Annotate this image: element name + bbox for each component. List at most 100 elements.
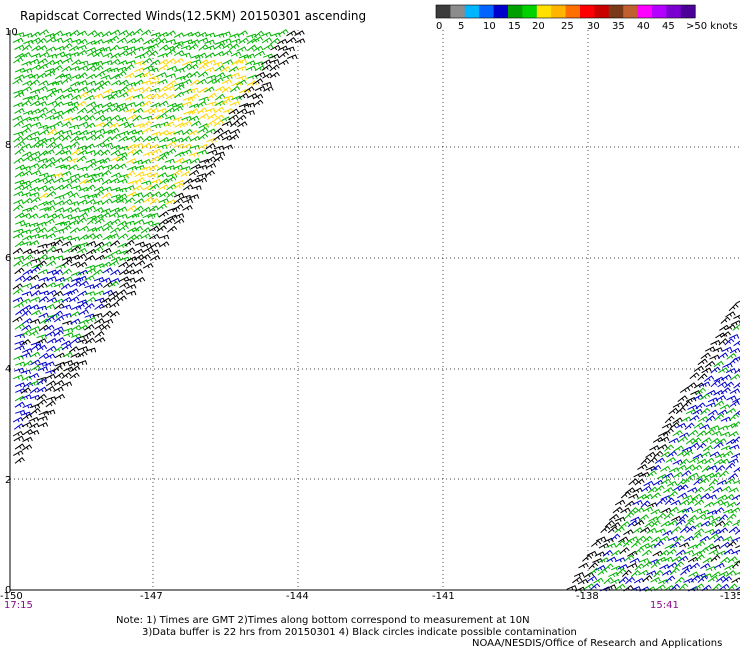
wind-barb xyxy=(45,36,57,44)
y-tick-label: 6 xyxy=(5,253,12,264)
wind-barb xyxy=(13,374,24,380)
wind-barb xyxy=(677,450,688,457)
wind-barb xyxy=(725,324,736,331)
wind-barb xyxy=(29,79,40,87)
wind-barb xyxy=(116,163,127,170)
wind-barb xyxy=(29,163,40,169)
wind-barb xyxy=(37,269,49,275)
wind-barb xyxy=(94,217,105,225)
wind-barb xyxy=(37,163,48,171)
wind-barb xyxy=(94,318,105,325)
wind-barb xyxy=(37,177,49,183)
wind-barb xyxy=(206,137,217,143)
wind-barb xyxy=(141,120,153,128)
wind-barb xyxy=(69,141,80,148)
wind-barb xyxy=(674,576,685,584)
wind-barb xyxy=(165,38,177,44)
wind-barb xyxy=(244,86,255,93)
wind-barb xyxy=(618,576,629,584)
wind-barb xyxy=(148,249,160,255)
wind-barb xyxy=(687,556,699,563)
wind-barb xyxy=(191,185,202,191)
wind-barb xyxy=(78,121,89,127)
wind-barb xyxy=(148,172,160,178)
wind-barb xyxy=(687,498,698,506)
wind-barb xyxy=(28,240,40,246)
wind-barb xyxy=(60,283,72,290)
wind-barb xyxy=(634,547,645,555)
wind-barb xyxy=(166,184,177,191)
wind-barb xyxy=(22,381,34,388)
wind-barb xyxy=(125,108,136,114)
wind-barb xyxy=(212,61,224,67)
wind-barb xyxy=(189,70,200,78)
wind-barb xyxy=(710,554,721,562)
wind-barb xyxy=(165,30,177,37)
colorbar-label: 35 xyxy=(612,21,625,32)
wind-barb xyxy=(622,539,633,548)
wind-barb xyxy=(671,526,682,534)
wind-barb xyxy=(37,366,49,372)
wind-barb xyxy=(116,193,128,199)
wind-barb xyxy=(205,143,216,150)
wind-barb xyxy=(180,52,191,58)
wind-barb xyxy=(707,409,719,416)
wind-barb xyxy=(84,143,95,150)
wind-barb xyxy=(604,520,615,528)
wind-barb xyxy=(86,101,97,108)
wind-barb xyxy=(582,554,593,562)
wind-barb xyxy=(238,54,250,60)
wind-barb xyxy=(620,507,631,514)
wind-barb xyxy=(117,178,128,184)
wind-barb xyxy=(36,112,47,120)
wind-barb xyxy=(93,177,104,183)
wind-barb xyxy=(118,249,129,255)
wind-barb xyxy=(45,331,56,337)
x-tick-label: -135 xyxy=(720,591,740,602)
wind-barb xyxy=(22,436,33,442)
wind-barb xyxy=(190,54,201,60)
wind-barb xyxy=(86,107,97,114)
wind-barb xyxy=(151,114,162,121)
wind-barb xyxy=(715,395,727,401)
wind-barb xyxy=(729,413,740,421)
wind-barb xyxy=(151,131,162,137)
wind-barb xyxy=(101,247,112,254)
wind-barb xyxy=(174,143,185,149)
colorbar-swatch xyxy=(565,5,581,18)
wind-barb xyxy=(149,87,161,93)
wind-barb xyxy=(632,487,643,493)
wind-barb xyxy=(124,95,135,101)
wind-barb xyxy=(663,512,674,520)
wind-barb xyxy=(182,198,194,204)
wind-barb xyxy=(157,52,168,58)
wind-barb xyxy=(594,551,606,557)
wind-barb xyxy=(157,172,168,178)
wind-barb xyxy=(100,157,111,164)
wind-barb xyxy=(61,241,73,247)
wind-barb xyxy=(229,85,241,93)
wind-barb xyxy=(30,309,42,316)
wind-barb xyxy=(206,74,217,80)
wind-barb xyxy=(694,486,705,494)
wind-barb xyxy=(93,190,104,198)
wind-barb xyxy=(664,497,675,505)
wind-barb xyxy=(61,256,73,262)
wind-barb xyxy=(110,269,121,276)
wind-barb xyxy=(61,155,73,162)
wind-barb xyxy=(110,114,121,121)
wind-barb xyxy=(21,99,32,107)
wind-barb xyxy=(182,205,193,211)
wind-barb xyxy=(148,205,159,213)
wind-barb xyxy=(690,574,701,583)
wind-barb xyxy=(634,563,645,571)
wind-barb xyxy=(204,170,215,177)
wind-barb xyxy=(708,478,719,487)
wind-barb xyxy=(30,100,41,107)
wind-barb xyxy=(148,164,160,171)
wind-barb xyxy=(21,170,33,177)
wind-barb xyxy=(724,478,735,485)
wind-barb xyxy=(696,442,707,451)
wind-barb xyxy=(687,487,698,493)
wind-barb xyxy=(237,121,248,128)
